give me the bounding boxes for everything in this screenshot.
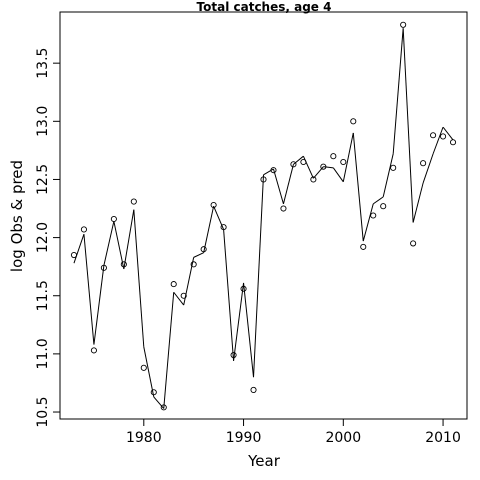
x-tick-label: 2000: [325, 430, 361, 446]
predicted-line-segment: [213, 206, 225, 230]
observed-point: [190, 261, 197, 268]
observed-point: [240, 285, 247, 292]
predicted-line-segment: [372, 196, 384, 205]
predicted-line-segment: [123, 209, 135, 270]
observed-point: [300, 158, 307, 166]
observed-point: [350, 118, 357, 125]
observed-point: [420, 160, 427, 167]
predicted-line-segment: [253, 174, 264, 378]
predicted-line-segment: [392, 28, 404, 154]
y-tick-label: 13.5: [35, 48, 51, 79]
x-tick-label: 2010: [425, 430, 461, 446]
predicted-line-segment: [233, 282, 245, 361]
y-tick-label: 12.5: [35, 164, 51, 195]
observed-point: [270, 167, 277, 174]
x-tick-label: 1990: [226, 430, 262, 446]
observed-point: [290, 161, 297, 168]
observed-point: [250, 386, 257, 393]
observed-point: [260, 176, 267, 183]
series-predicted-line: [73, 28, 454, 409]
observed-point: [210, 201, 217, 209]
observed-point: [90, 347, 97, 354]
predicted-line-segment: [203, 206, 215, 253]
predicted-line-segment: [382, 153, 394, 198]
observed-point: [330, 153, 337, 160]
plot-frame: [59, 11, 468, 420]
predicted-line-segment: [362, 203, 374, 242]
observed-point: [400, 21, 407, 28]
observed-point: [360, 243, 367, 250]
observed-point: [120, 261, 127, 268]
series-observed-points: [70, 21, 457, 411]
predicted-line-segment: [323, 166, 334, 169]
predicted-line-segment: [432, 126, 444, 155]
predicted-line-segment: [183, 257, 195, 306]
observed-point: [340, 158, 347, 166]
observed-point: [200, 246, 207, 253]
x-axis: 1980 1990 2000 2010: [126, 419, 461, 446]
predicted-line-segment: [282, 164, 294, 204]
predicted-line-segment: [73, 233, 85, 264]
observed-point: [140, 364, 147, 371]
predicted-line-segment: [173, 291, 185, 306]
predicted-line-segment: [223, 229, 235, 361]
y-tick-label: 13.0: [35, 106, 51, 137]
predicted-line-segment: [293, 155, 304, 165]
predicted-line-segment: [143, 346, 155, 398]
observed-point: [80, 226, 87, 233]
observed-point: [430, 132, 437, 139]
observed-point: [310, 176, 317, 183]
predicted-line-segment: [133, 209, 145, 347]
predicted-line-segment: [263, 168, 274, 176]
predicted-line-segment: [83, 234, 95, 345]
observed-point: [160, 404, 167, 411]
observed-point: [100, 264, 107, 271]
observed-point: [150, 389, 157, 396]
predicted-line-segment: [442, 126, 454, 141]
predicted-line-segment: [243, 282, 255, 378]
observed-point: [380, 203, 387, 210]
predicted-line-segment: [412, 182, 424, 223]
predicted-line-segment: [332, 167, 344, 183]
observed-point: [280, 205, 287, 212]
y-axis: 10.5 11.0 11.5 12.0 12.5 13.0 13.5: [35, 48, 60, 428]
predicted-line-segment: [272, 168, 284, 205]
predicted-line-segment: [113, 221, 125, 270]
predicted-line-segment: [402, 28, 414, 223]
predicted-line-segment: [153, 396, 165, 409]
observed-point: [130, 198, 137, 205]
y-tick-label: 11.0: [35, 338, 51, 369]
observed-point: [220, 224, 227, 231]
predicted-line-segment: [422, 153, 434, 184]
y-tick-label: 12.0: [35, 222, 51, 253]
y-tick-label: 10.5: [35, 396, 51, 427]
predicted-line-segment: [342, 132, 354, 182]
y-axis-label: log Obs & pred: [8, 160, 26, 272]
observed-point: [320, 163, 327, 170]
observed-point: [110, 215, 117, 223]
observed-point: [440, 133, 447, 140]
predicted-line-segment: [93, 265, 105, 345]
observed-point: [449, 139, 457, 146]
observed-point: [230, 351, 237, 359]
predicted-line-segment: [163, 292, 175, 409]
observed-point: [170, 281, 177, 288]
observed-point: [70, 251, 78, 259]
x-axis-label: Year: [247, 452, 281, 470]
chart-title: Total catches, age 4: [197, 0, 332, 14]
observed-point: [390, 164, 397, 171]
predicted-line-segment: [193, 252, 204, 258]
observed-point: [370, 212, 377, 219]
predicted-line-segment: [352, 132, 364, 242]
y-tick-label: 11.5: [35, 280, 51, 311]
predicted-line-segment: [103, 221, 115, 266]
observed-point: [410, 240, 417, 247]
x-tick-label: 1980: [126, 430, 162, 446]
observed-point: [180, 292, 187, 299]
